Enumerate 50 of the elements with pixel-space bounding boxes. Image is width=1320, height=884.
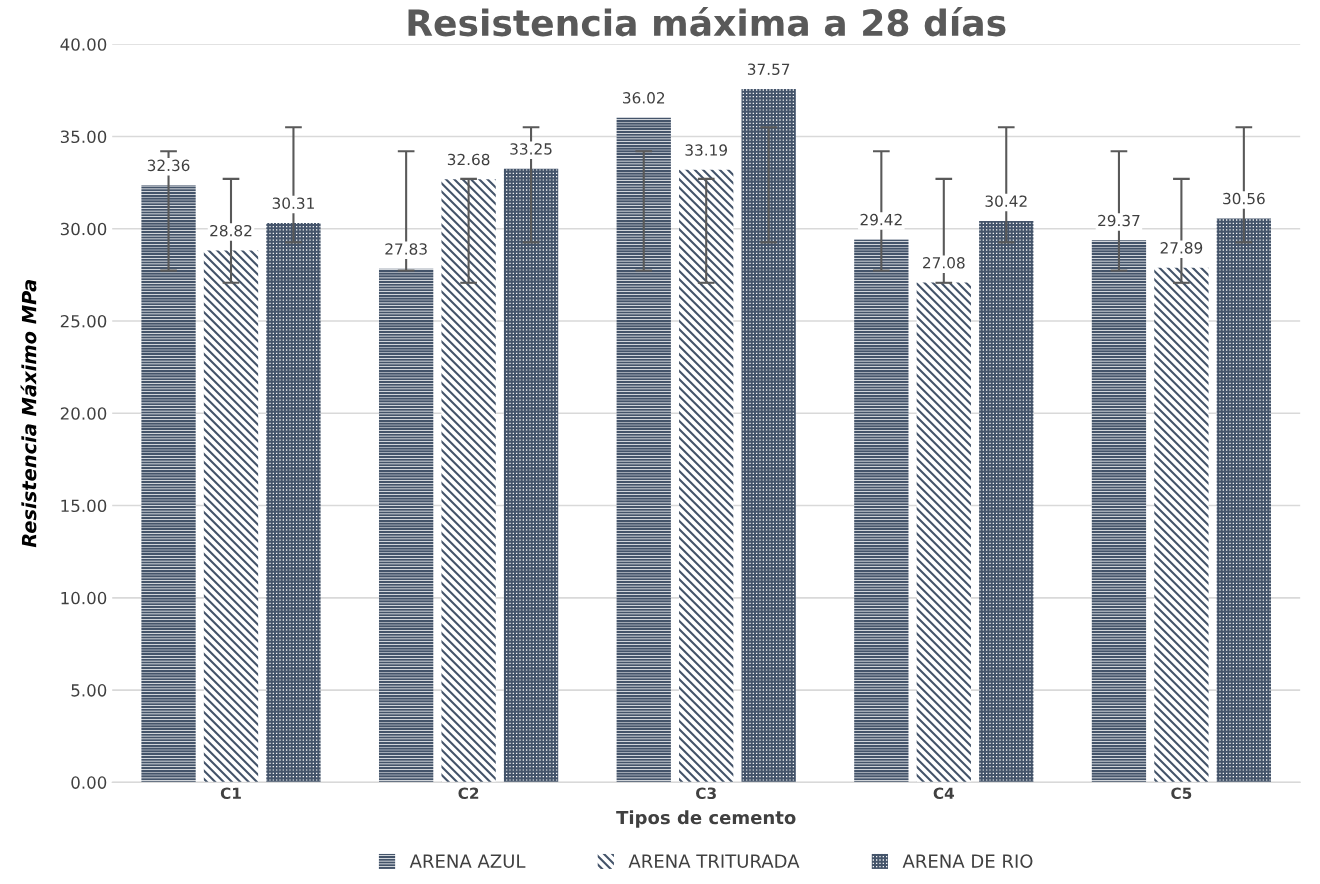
chart-title: Resistencia máxima a 28 días bbox=[408, 6, 1006, 37]
x-tick-label: C3 bbox=[696, 787, 716, 800]
data-label: 29.37 bbox=[1098, 214, 1140, 227]
bar bbox=[916, 282, 971, 783]
bar bbox=[378, 268, 434, 783]
legend-label: ARENA AZUL bbox=[409, 854, 526, 868]
bar bbox=[141, 185, 196, 783]
bar bbox=[616, 117, 671, 783]
y-tick-label: 30.00 bbox=[60, 222, 107, 236]
data-label: 27.89 bbox=[1160, 242, 1203, 254]
y-tick-label: 5.00 bbox=[71, 684, 107, 697]
bar bbox=[679, 169, 734, 783]
data-label: 27.08 bbox=[923, 257, 965, 269]
bar bbox=[203, 250, 259, 783]
bar bbox=[441, 179, 496, 783]
data-label: 32.36 bbox=[147, 159, 190, 172]
legend-label: ARENA DE RIO bbox=[902, 854, 1033, 868]
data-label: 37.57 bbox=[747, 63, 790, 76]
data-label: 32.68 bbox=[447, 153, 490, 166]
bar bbox=[741, 89, 796, 783]
data-label: 30.42 bbox=[985, 195, 1027, 207]
y-tick-label: 40.00 bbox=[60, 38, 107, 51]
x-axis-title: Tipos de cemento bbox=[616, 810, 796, 828]
data-label: 28.82 bbox=[210, 224, 252, 237]
bar bbox=[1154, 267, 1209, 783]
x-tick-label: C4 bbox=[933, 787, 955, 800]
bar bbox=[266, 223, 321, 783]
y-tick-label: 35.00 bbox=[60, 130, 107, 144]
y-tick-label: 0.00 bbox=[71, 776, 107, 789]
data-label: 33.25 bbox=[510, 143, 552, 155]
bar bbox=[979, 220, 1034, 783]
legend-label: ARENA TRITURADA bbox=[628, 854, 800, 868]
data-label: 27.83 bbox=[385, 243, 427, 255]
data-label: 29.42 bbox=[860, 213, 902, 226]
bar bbox=[1216, 218, 1272, 783]
y-tick-label: 10.00 bbox=[61, 591, 107, 605]
x-tick-label: C2 bbox=[458, 787, 479, 800]
x-tick-label: C1 bbox=[220, 787, 241, 800]
data-label: 33.19 bbox=[685, 144, 727, 156]
x-tick-label: C5 bbox=[1171, 787, 1192, 800]
bar bbox=[1091, 240, 1147, 783]
y-axis-title: Resistencia Máximo MPa bbox=[20, 280, 37, 548]
data-label: 36.02 bbox=[623, 92, 665, 104]
bar bbox=[503, 168, 559, 783]
y-tick-label: 15.00 bbox=[61, 499, 107, 513]
y-tick-label: 25.00 bbox=[60, 314, 107, 328]
data-label: 30.56 bbox=[1223, 192, 1265, 205]
bar bbox=[854, 239, 909, 783]
y-tick-label: 20.00 bbox=[60, 407, 107, 420]
data-label: 30.31 bbox=[272, 197, 314, 209]
